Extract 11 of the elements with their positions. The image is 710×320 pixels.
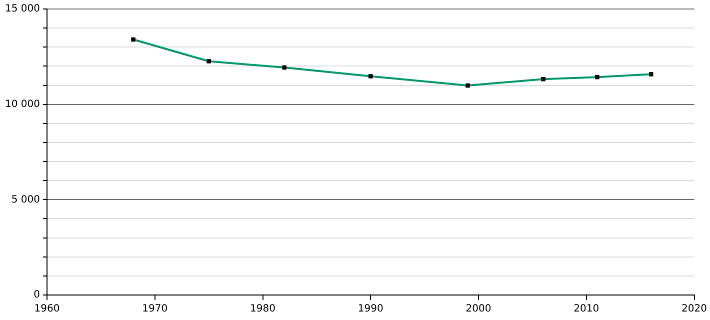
x-tick-label: 1960 (34, 304, 60, 315)
x-tick-label: 1980 (250, 304, 276, 315)
y-tick-label: 0 (34, 290, 40, 301)
y-tick-label: 5 000 (11, 194, 40, 206)
x-tick-label: 2010 (574, 304, 600, 315)
x-tick-label: 1970 (142, 304, 168, 315)
x-tick-label: 1990 (358, 304, 384, 315)
y-tick-label: 10 000 (4, 98, 40, 110)
x-tick-label: 2020 (682, 304, 707, 315)
x-tick-label: 2000 (466, 304, 492, 315)
y-tick-label: 15 000 (4, 4, 40, 15)
